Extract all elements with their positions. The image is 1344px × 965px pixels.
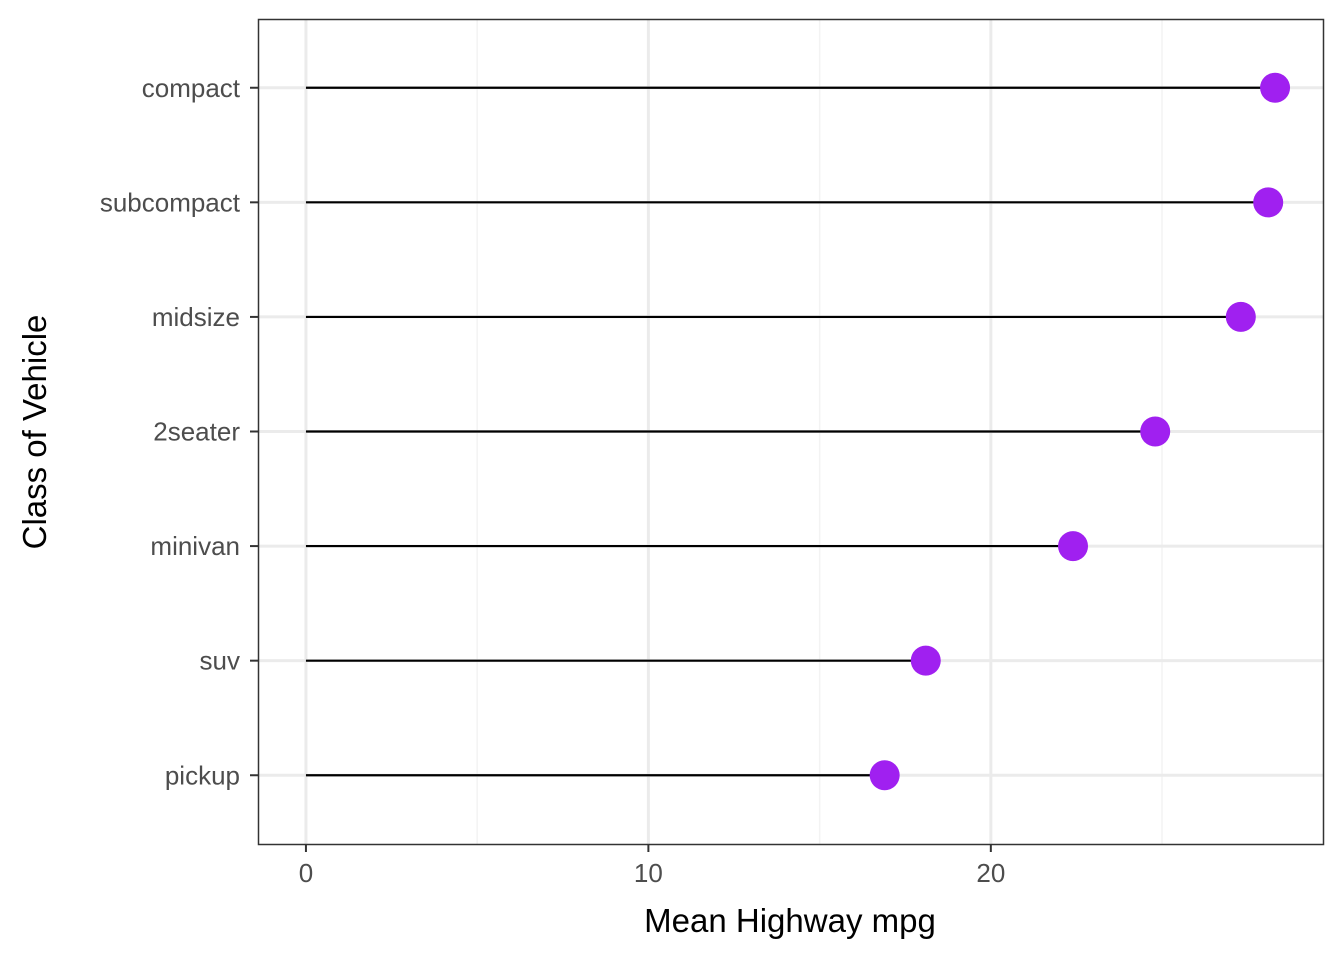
x-tick-label: 0 (299, 858, 313, 888)
y-tick-label: pickup (165, 760, 240, 790)
x-tick-label: 20 (976, 858, 1005, 888)
lollipop-point (1225, 301, 1256, 332)
x-axis-title: Mean Highway mpg (644, 902, 936, 939)
y-tick-label: compact (142, 73, 241, 103)
y-tick-label: 2seater (153, 417, 240, 447)
y-axis-title: Class of Vehicle (16, 315, 53, 550)
panel-border (257, 18, 1325, 846)
lollipop-point (910, 645, 941, 676)
y-tick-label: minivan (150, 531, 240, 561)
y-axis: compact subcompact midsize 2seater minivan su… (100, 73, 258, 790)
lollipop-point (1253, 187, 1284, 218)
y-tick-label: midsize (152, 302, 240, 332)
x-tick-label: 10 (634, 858, 663, 888)
point-layer (869, 72, 1291, 791)
lollipop-point (1140, 416, 1171, 447)
lollipop-point (869, 760, 900, 791)
stem-layer (305, 86, 1276, 777)
y-tick-label: subcompact (100, 187, 241, 217)
lollipop-point (1260, 72, 1291, 103)
x-axis: 0 10 20 (299, 844, 1005, 888)
y-tick-label: suv (200, 646, 240, 676)
lollipop-point (1058, 531, 1089, 562)
